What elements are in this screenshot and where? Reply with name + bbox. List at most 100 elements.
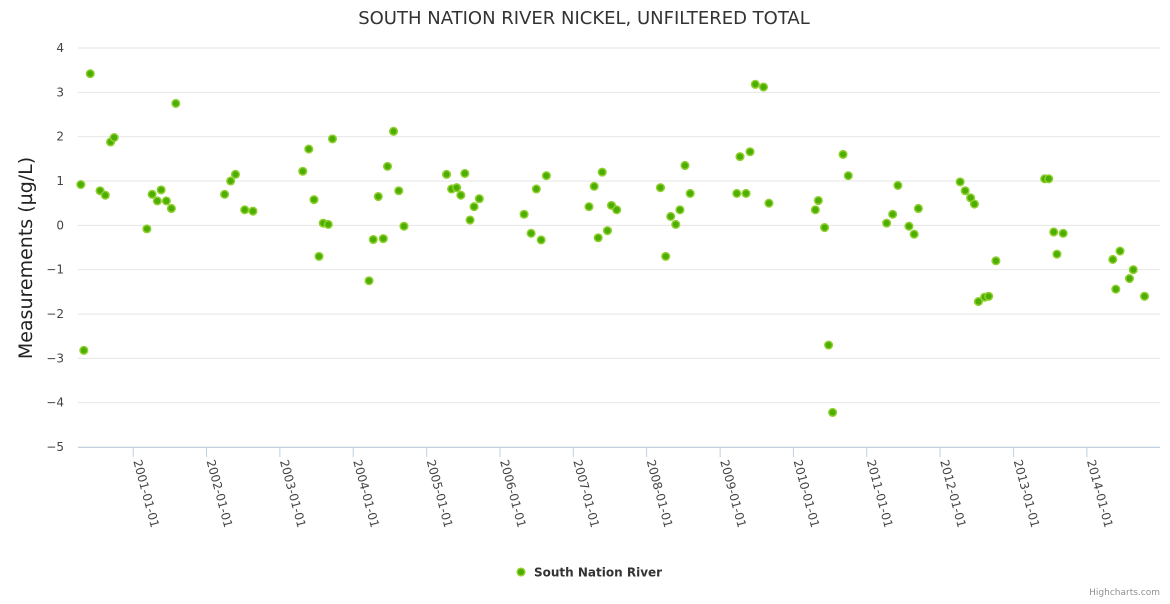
data-point[interactable] [382, 161, 393, 171]
data-point[interactable] [813, 195, 823, 206]
data-point[interactable] [1124, 273, 1135, 284]
data-point[interactable] [327, 134, 338, 144]
data-point[interactable] [1111, 284, 1121, 294]
data-point[interactable] [368, 234, 378, 245]
data-point[interactable] [732, 188, 742, 198]
data-point[interactable] [1115, 246, 1125, 256]
data-point[interactable] [220, 189, 230, 199]
data-point[interactable] [394, 186, 404, 196]
data-point[interactable] [452, 183, 462, 193]
data-point[interactable] [741, 188, 751, 198]
data-point[interactable] [745, 147, 755, 157]
data-point[interactable] [147, 189, 157, 199]
data-point[interactable] [969, 199, 979, 209]
data-point[interactable] [541, 171, 551, 181]
data-point[interactable] [1139, 291, 1150, 301]
data-point[interactable] [465, 215, 475, 225]
data-point[interactable] [671, 219, 681, 229]
data-point[interactable] [536, 235, 546, 245]
data-point[interactable] [314, 251, 324, 261]
data-point[interactable] [838, 149, 848, 159]
data-point[interactable] [750, 79, 760, 89]
data-point[interactable] [1052, 249, 1062, 259]
data-point[interactable] [109, 133, 119, 143]
data-point[interactable] [612, 205, 622, 215]
data-point[interactable] [240, 205, 250, 215]
legend-item-label[interactable]: South Nation River [534, 566, 662, 580]
x-tick-label: 2010-01-01 [791, 458, 823, 529]
data-point[interactable] [824, 340, 834, 350]
data-point[interactable] [1058, 228, 1068, 238]
data-point[interactable] [456, 190, 466, 200]
data-point[interactable] [76, 179, 86, 190]
data-point[interactable] [602, 226, 613, 236]
data-point[interactable] [166, 203, 176, 214]
data-point[interactable] [955, 177, 965, 187]
data-point[interactable] [973, 297, 983, 307]
data-point[interactable] [161, 196, 171, 206]
data-point[interactable] [79, 345, 89, 355]
data-point[interactable] [1044, 174, 1054, 184]
x-tick-label: 2005-01-01 [424, 458, 456, 529]
data-point[interactable] [820, 223, 830, 233]
data-point[interactable] [230, 169, 241, 179]
data-point[interactable] [152, 196, 162, 206]
data-point[interactable] [661, 251, 671, 261]
data-point[interactable] [764, 198, 774, 208]
data-point[interactable] [1049, 227, 1059, 237]
data-point[interactable] [680, 160, 690, 171]
data-point[interactable] [323, 219, 333, 229]
y-tick-label: −1 [46, 263, 64, 277]
data-point[interactable] [888, 209, 898, 219]
data-point[interactable] [171, 98, 181, 108]
data-point[interactable] [685, 188, 695, 198]
data-point[interactable] [309, 195, 319, 205]
data-point[interactable] [843, 171, 853, 181]
data-point[interactable] [758, 82, 769, 92]
data-point[interactable] [666, 211, 676, 222]
data-point[interactable] [828, 407, 838, 417]
data-point[interactable] [882, 218, 892, 228]
data-point[interactable] [735, 152, 745, 162]
data-point[interactable] [991, 256, 1001, 266]
data-point[interactable] [593, 233, 603, 243]
data-point[interactable] [655, 183, 666, 193]
data-point[interactable] [248, 206, 258, 216]
credits-link[interactable]: Highcharts.com [1089, 588, 1160, 598]
data-point[interactable] [226, 176, 236, 186]
data-point[interactable] [1128, 265, 1138, 275]
data-point[interactable] [442, 169, 452, 179]
data-point[interactable] [388, 126, 399, 136]
data-point[interactable] [984, 291, 994, 301]
data-point[interactable] [526, 228, 536, 238]
data-point[interactable] [904, 221, 914, 231]
data-point[interactable] [597, 167, 607, 177]
data-point[interactable] [913, 203, 923, 214]
legend[interactable]: South Nation River [516, 566, 662, 580]
data-point[interactable] [589, 181, 599, 191]
data-point[interactable] [474, 194, 484, 204]
data-point[interactable] [469, 202, 479, 212]
data-point[interactable] [909, 229, 919, 239]
data-point[interactable] [373, 191, 383, 202]
data-point[interactable] [675, 205, 685, 215]
data-point[interactable] [378, 234, 388, 244]
data-point[interactable] [531, 184, 541, 194]
data-point[interactable] [85, 69, 95, 79]
data-point[interactable] [156, 185, 166, 195]
data-point[interactable] [142, 224, 152, 234]
data-point[interactable] [364, 276, 374, 286]
data-point[interactable] [100, 190, 110, 200]
data-point[interactable] [298, 166, 308, 176]
data-point[interactable] [960, 186, 970, 196]
x-tick-label: 2004-01-01 [350, 458, 382, 529]
data-point[interactable] [519, 209, 529, 219]
data-point[interactable] [893, 180, 903, 190]
data-point[interactable] [399, 221, 409, 231]
data-point[interactable] [584, 202, 594, 212]
data-point[interactable] [304, 144, 314, 154]
series-points[interactable] [76, 69, 1150, 417]
data-point[interactable] [810, 205, 820, 215]
data-point[interactable] [1108, 254, 1118, 265]
data-point[interactable] [460, 168, 470, 179]
